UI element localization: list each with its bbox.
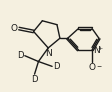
Text: D: D — [53, 62, 60, 71]
Text: O: O — [89, 63, 96, 72]
Text: D: D — [17, 51, 24, 60]
Text: O: O — [11, 24, 18, 33]
Text: +: + — [97, 46, 103, 51]
Text: N: N — [93, 46, 100, 55]
Text: D: D — [31, 75, 38, 84]
Text: −: − — [96, 63, 101, 68]
Text: N: N — [45, 49, 52, 58]
